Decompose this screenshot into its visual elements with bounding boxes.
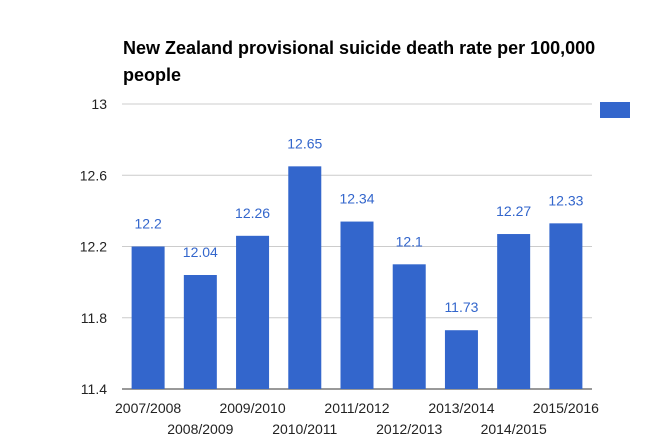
bar: [131, 246, 165, 389]
y-tick-label: 12.2: [80, 239, 107, 255]
x-tick-label: 2014/2015: [481, 421, 547, 437]
bar: [340, 221, 374, 389]
x-tick-label: 2008/2009: [167, 421, 233, 437]
chart-title: New Zealand provisional suicide death ra…: [123, 38, 596, 85]
x-tick-label: 2015/2016: [533, 400, 599, 416]
data-label: 12.27: [496, 203, 531, 219]
bar: [444, 330, 478, 389]
legend-swatch: [600, 102, 630, 118]
bar: [497, 234, 531, 389]
bar: [288, 166, 322, 389]
data-label: 11.73: [444, 299, 478, 315]
x-tick-label: 2007/2008: [115, 400, 181, 416]
data-label: 12.34: [339, 191, 374, 207]
data-label: 12.04: [183, 244, 218, 260]
bar: [236, 235, 270, 389]
bar: [549, 223, 583, 389]
x-tick-label: 2012/2013: [376, 421, 442, 437]
bar: [183, 275, 217, 389]
y-tick-label: 11.8: [81, 310, 107, 326]
y-tick-label: 12.6: [80, 167, 107, 183]
data-label: 12.1: [396, 233, 423, 249]
x-tick-label: 2013/2014: [428, 400, 494, 416]
data-label: 12.33: [548, 192, 583, 208]
x-tick-label: 2010/2011: [272, 421, 337, 437]
data-label: 12.2: [134, 216, 161, 232]
y-tick-label: 11.4: [81, 381, 107, 397]
y-tick-label: 13: [91, 96, 107, 112]
data-label: 12.26: [235, 205, 270, 221]
bar: [392, 264, 426, 389]
data-label: 12.65: [287, 135, 322, 151]
x-tick-label: 2009/2010: [219, 400, 285, 416]
x-tick-label: 2011/2012: [324, 400, 389, 416]
